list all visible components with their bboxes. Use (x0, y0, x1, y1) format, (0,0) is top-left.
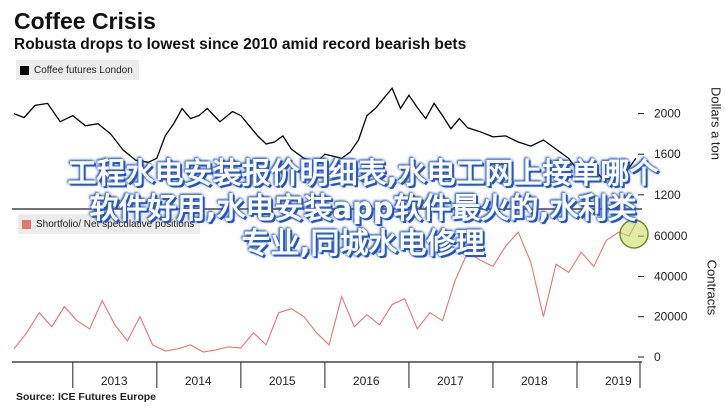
legend-swatch-positions (22, 219, 31, 229)
chart-subtitle: Robusta drops to lowest since 2010 amid … (14, 36, 467, 53)
top-y-ticks: 1200 1600 2000 (638, 107, 681, 202)
x-tick-label-0: 2013 (101, 374, 128, 388)
top-y-tick-label-2: 2000 (654, 107, 681, 121)
bottom-y-tick-label-1: 20000 (654, 310, 688, 324)
legend-bottom: Shortfolio/ Net speculative positions (18, 214, 201, 234)
x-tick-label-1: 2014 (185, 374, 212, 388)
futures-series-line (13, 86, 637, 184)
bottom-y-axis-label: Contracts (704, 259, 720, 316)
bottom-y-tick-label-3: 60000 (654, 229, 688, 243)
x-tick-label-3: 2016 (353, 374, 380, 388)
top-y-tick-label-1: 1600 (654, 147, 681, 161)
top-y-tick-label-0: 1200 (654, 188, 681, 202)
legend-top: Coffee futures London (16, 60, 139, 80)
x-tick-label-4: 2017 (437, 374, 464, 388)
x-tick-label-2: 2015 (269, 374, 296, 388)
legend-label-positions: Shortfolio/ Net speculative positions (36, 218, 195, 230)
bottom-y-ticks: 0 20000 40000 60000 (638, 229, 688, 364)
x-tick-label-5: 2018 (521, 374, 548, 388)
chart-title: Coffee Crisis (14, 8, 156, 34)
source-note: Source: ICE Futures Europe (16, 391, 157, 403)
legend-swatch-futures (20, 65, 29, 75)
x-tick-label-6: 2019 (605, 374, 632, 388)
legend-label-futures: Coffee futures London (34, 64, 133, 76)
bottom-y-tick-label-0: 0 (654, 350, 661, 364)
x-ticks: 2013 2014 2015 2016 2017 2018 2019 (72, 362, 641, 388)
top-y-axis-label: Dollars a ton (708, 87, 724, 160)
positions-series-line (13, 219, 638, 353)
bottom-y-tick-label-2: 40000 (654, 269, 688, 283)
highlight-circle (619, 219, 649, 249)
